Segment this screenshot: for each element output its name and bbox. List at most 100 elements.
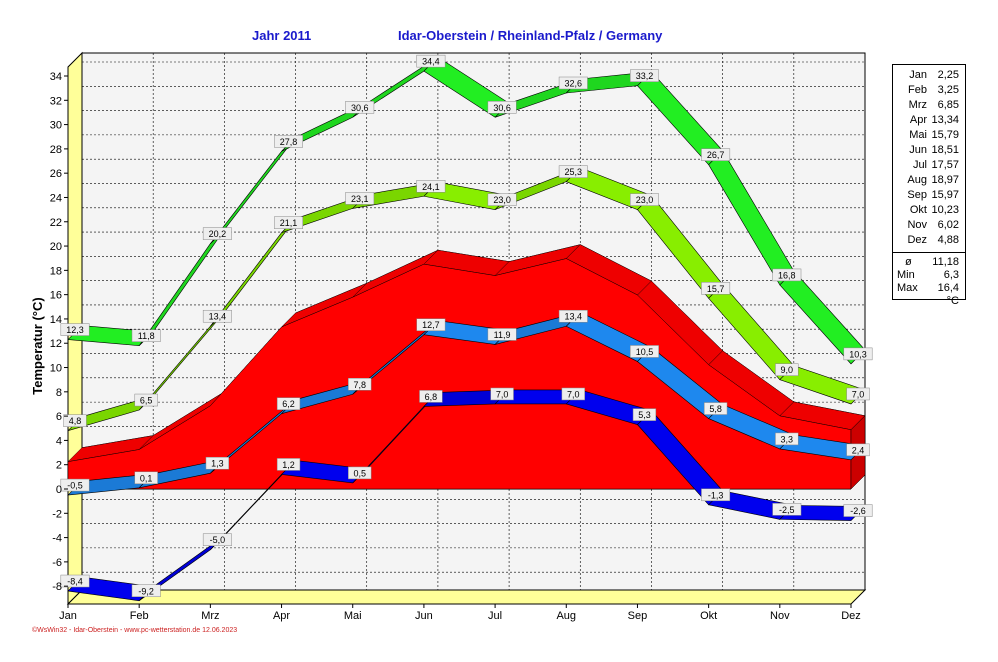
y-tick-label: 18 <box>50 265 62 277</box>
legend-month-value: 6,85 <box>937 99 959 111</box>
y-tick-label: -4 <box>52 533 62 545</box>
data-label: 1,3 <box>205 456 230 470</box>
legend-row: Mai 15,79 <box>893 128 965 143</box>
x-tick-label: Nov <box>770 610 790 622</box>
data-label: 13,4 <box>202 309 232 323</box>
data-label: 0,1 <box>134 471 158 485</box>
x-tick-label: Okt <box>700 610 717 622</box>
legend-max-label: Max <box>897 282 918 294</box>
y-tick-label: 12 <box>50 338 62 350</box>
data-label-text: 23,0 <box>636 195 654 205</box>
data-label-text: 5,8 <box>709 404 722 414</box>
legend-month-value: 15,97 <box>931 189 959 201</box>
data-label: 27,8 <box>274 135 303 148</box>
legend-row: Nov 6,02 <box>893 218 965 233</box>
data-label: 4,8 <box>63 414 87 427</box>
legend-month-value: 3,25 <box>937 84 959 96</box>
data-label: 7,0 <box>846 387 870 401</box>
x-tick-label: Sep <box>628 610 648 622</box>
data-label: 23,0 <box>487 193 517 206</box>
legend-row: Okt 10,23 <box>893 203 965 218</box>
data-label: 7,8 <box>348 378 372 391</box>
legend-row: Aug 18,97 <box>893 173 965 188</box>
legend-month-value: 6,02 <box>937 219 959 231</box>
legend-box: Jan 2,25 Feb 3,25 Mrz 6,85 Apr 13,34 Mai 15,79 Jun… <box>892 64 966 307</box>
data-label: 26,7 <box>701 148 731 161</box>
x-tick-label: Dez <box>841 610 861 622</box>
legend-row: Mrz 6,85 <box>893 98 965 113</box>
x-tick-label: Jan <box>59 610 77 622</box>
y-tick-label: 16 <box>50 290 62 302</box>
data-label: 11,9 <box>487 328 517 341</box>
data-label: 6,2 <box>276 397 301 410</box>
x-tick-label: Feb <box>130 610 149 622</box>
legend-row: Feb 3,25 <box>893 83 965 98</box>
data-label-text: 30,6 <box>351 103 369 113</box>
data-label: 25,3 <box>558 165 588 178</box>
data-label-text: 27,8 <box>280 137 298 147</box>
y-tick-label: 6 <box>56 411 62 423</box>
legend-row: Dez 4,88 <box>893 233 965 248</box>
data-label: 33,2 <box>630 69 659 82</box>
legend-month: Mrz <box>908 99 927 111</box>
data-label: -0,5 <box>60 478 90 492</box>
y-tick-label: 24 <box>50 192 62 204</box>
legend-month: Feb <box>908 84 927 96</box>
data-label-text: -1,3 <box>708 490 724 500</box>
data-label: 13,4 <box>558 309 588 323</box>
legend-month: Mai <box>909 129 927 141</box>
legend-month-value: 15,79 <box>931 129 959 141</box>
data-label: 23,0 <box>630 193 659 206</box>
data-label-text: 11,8 <box>138 331 155 341</box>
plot-floor <box>66 589 867 605</box>
data-label: 7,0 <box>561 387 585 401</box>
data-labels: 12,3 11,8 20,2 27,8 30,6 34,4 30,6 32,6 33,2 26,7… <box>60 54 873 598</box>
legend-min-row: Min 6,3 <box>893 269 965 282</box>
data-label-text: 7,0 <box>852 389 865 399</box>
data-label: 12,7 <box>416 318 446 331</box>
data-label-text: 7,0 <box>496 389 509 399</box>
legend-month: Aug <box>907 174 927 186</box>
data-label: -2,5 <box>772 503 802 516</box>
data-label-text: -0,5 <box>67 481 83 491</box>
data-label-text: 15,7 <box>707 284 725 294</box>
data-label-text: 12,3 <box>66 325 84 335</box>
legend-month-value: 18,97 <box>931 174 959 186</box>
y-tick-label: 34 <box>50 71 62 83</box>
chart-title-location: Idar-Oberstein / Rheinland-Pfalz / Germa… <box>398 28 663 43</box>
data-label: 32,6 <box>558 76 588 90</box>
x-tick-label: Apr <box>273 610 290 622</box>
legend-month-value: 10,23 <box>931 204 959 216</box>
data-label-text: 7,0 <box>567 389 580 399</box>
data-label: 15,7 <box>701 282 731 295</box>
legend-avg-value: 11,18 <box>932 256 959 268</box>
data-label: 10,5 <box>630 345 659 358</box>
legend-min-label: Min <box>897 269 915 281</box>
legend-month: Dez <box>907 234 927 246</box>
data-label: 7,0 <box>490 387 514 401</box>
data-label-text: 21,1 <box>280 218 298 228</box>
legend-month: Okt <box>909 204 927 216</box>
data-label-text: 9,0 <box>781 365 794 375</box>
x-tick-label: Aug <box>556 610 576 622</box>
legend-month: Jun <box>909 144 927 156</box>
y-tick-label: 30 <box>50 120 62 132</box>
x-tick-label: Jul <box>488 610 502 622</box>
y-tick-label: 32 <box>50 95 62 107</box>
data-label: 12,3 <box>60 323 90 336</box>
data-label-text: 12,7 <box>422 320 440 330</box>
data-label-text: 5,3 <box>638 410 651 420</box>
data-label-text: -2,6 <box>850 506 866 516</box>
data-label: -8,4 <box>60 574 90 588</box>
y-tick-label: 10 <box>50 363 62 375</box>
legend-month-value: 2,25 <box>937 69 959 81</box>
data-label: 3,3 <box>775 432 799 446</box>
y-tick-label: 20 <box>50 241 62 253</box>
y-axis-label: Temperatur (°C) <box>30 297 45 394</box>
legend-month-value: 17,57 <box>931 159 959 171</box>
data-label-text: -2,5 <box>779 505 795 515</box>
data-label: 16,8 <box>772 268 802 282</box>
data-label-text: 13,4 <box>209 312 227 322</box>
